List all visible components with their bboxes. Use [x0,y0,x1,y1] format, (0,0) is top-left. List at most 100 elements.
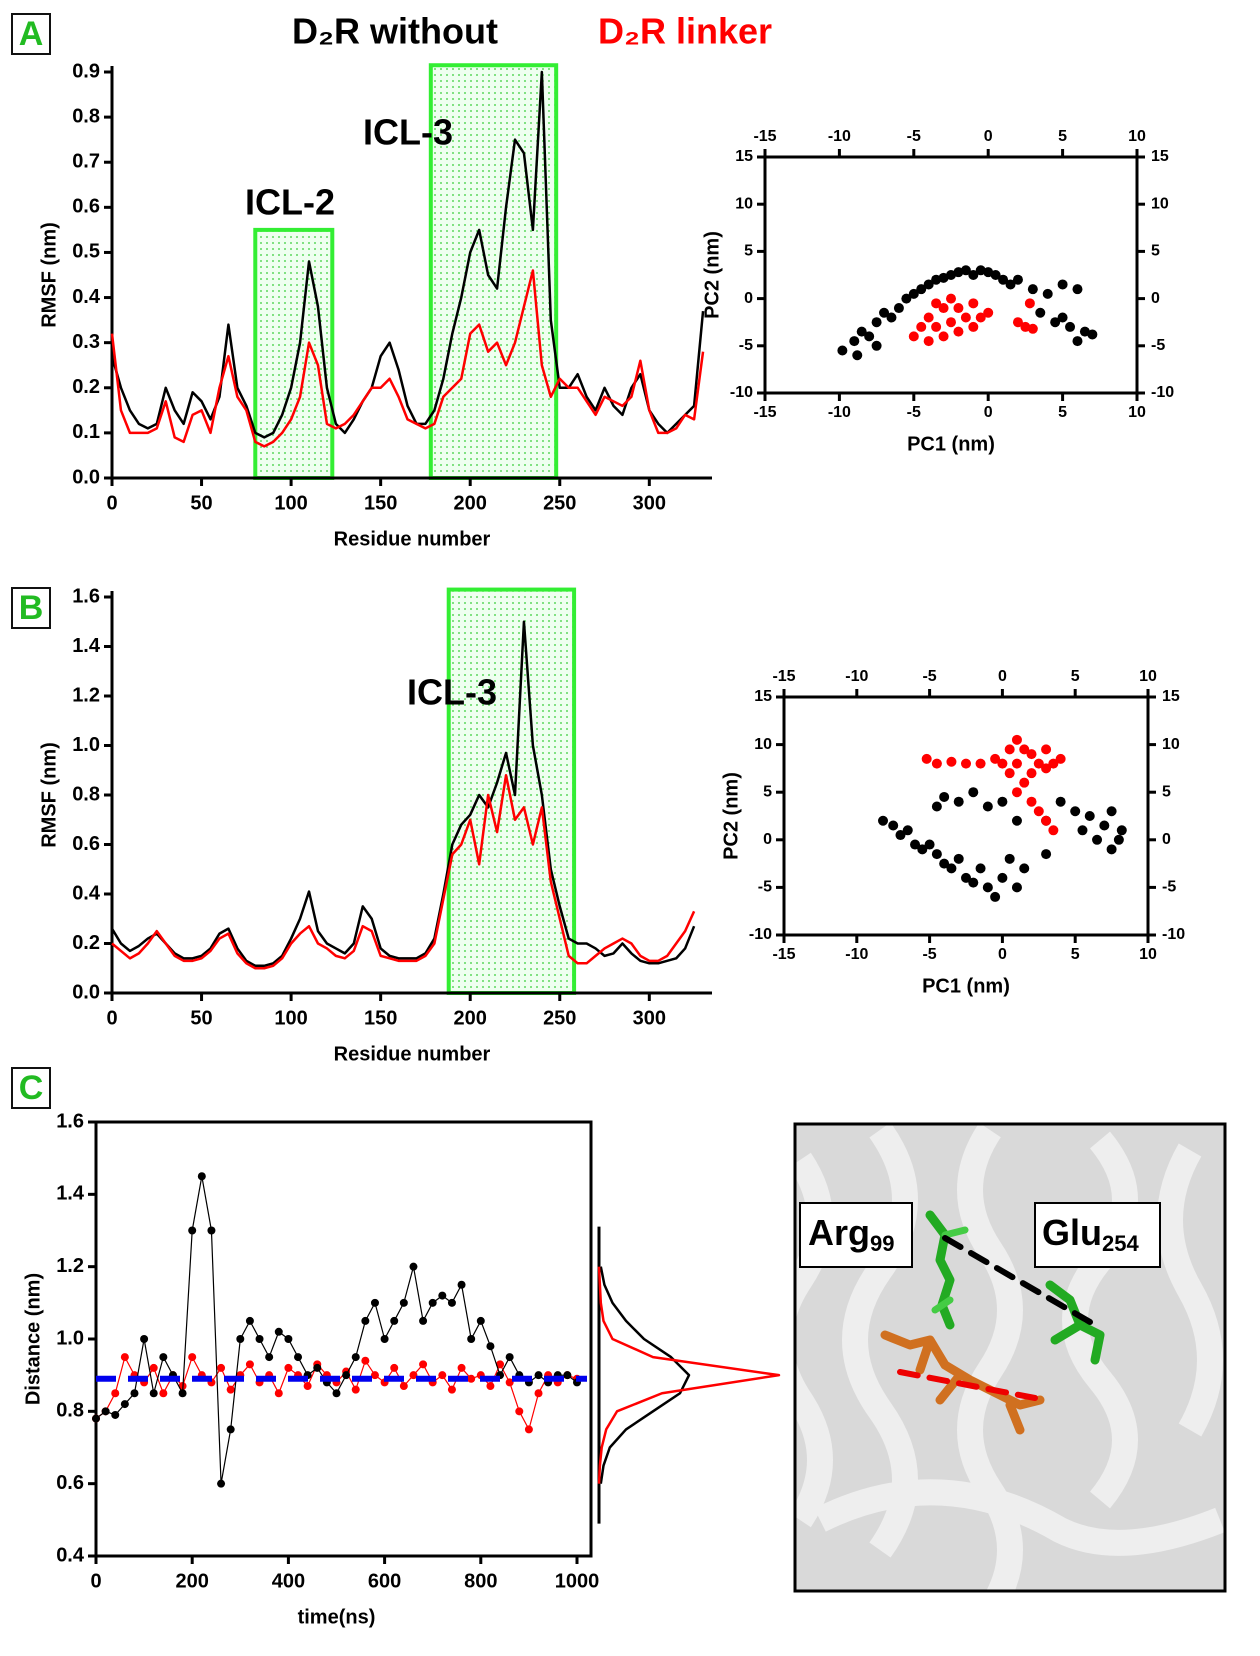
scatter-point [871,317,882,328]
series-point [284,1335,293,1343]
series-point [390,1363,399,1372]
series-point [419,1360,428,1369]
y-tick-label: 1.0 [56,1327,84,1349]
y-tick-label: 0.6 [72,196,100,218]
y-tick-label-right: -10 [1151,384,1174,401]
x-tick-label: 250 [543,1007,576,1029]
scatter-point [990,891,1001,902]
scatter-point [879,307,890,318]
x-axis-title: PC1 (nm) [922,975,1010,997]
scatter-point [1057,279,1068,290]
series-point [197,1172,206,1181]
series-point [457,1280,466,1289]
series-point [563,1371,572,1380]
y-axis-title: RMSF (nm) [38,742,60,848]
series-point [140,1335,149,1343]
scatter-point [1011,787,1022,798]
scatter-point [837,345,848,356]
scatter-point [997,872,1008,883]
scatter-point [968,321,979,332]
scatter-point [1092,834,1103,845]
x-tick-label: -10 [828,404,851,421]
scatter-point [938,331,949,342]
scatter-point [1041,815,1052,826]
x-tick-label: 200 [176,1570,209,1592]
series-point [101,1407,110,1416]
series-point [217,1363,226,1372]
scatter-point [1026,749,1037,760]
y-tick-label: -10 [730,384,753,401]
scatter-point [878,815,889,826]
scatter-point [917,844,928,855]
scatter-point [901,293,912,304]
scatter-point [921,753,932,764]
scatter-point [1084,811,1095,821]
scatter-point [916,284,927,295]
x-tick-label: 50 [190,1007,212,1029]
helix [1157,1143,1223,1437]
axis-line [110,591,712,995]
region-label: ICL-3 [407,672,497,713]
scatter-point [1019,744,1030,755]
y-tick-label: 0.6 [72,833,100,855]
scatter-point [1004,853,1015,864]
series-point [534,1389,543,1398]
y-tick-label: 1.6 [72,585,100,607]
y-tick-label: 5 [744,243,753,260]
scatter-point [968,877,979,888]
scatter-point [1072,284,1083,295]
residue-number: 99 [870,1231,894,1256]
scatter-point [1048,825,1059,836]
y-tick-label-right: 5 [1162,783,1171,800]
series-point [486,1382,495,1391]
scatter-point [946,863,957,874]
y-tick-label: 0.1 [72,421,100,443]
series-point [284,1363,293,1372]
series-point [226,1385,235,1394]
y-tick-label: 1.2 [72,684,100,706]
x-tick-label: 10 [1128,404,1146,421]
y-tick-label: 1.4 [56,1183,85,1205]
series-point [159,1389,168,1398]
y-axis-title: PC2 (nm) [701,231,723,319]
y-tick-label: 15 [735,148,753,165]
label-box [1034,1202,1161,1268]
panel-label-box [11,13,51,55]
y-tick-label: 0.9 [72,60,100,82]
x-axis-title: time(ns) [298,1606,376,1628]
series-point [159,1353,168,1362]
scatter-point [953,796,964,807]
scatter-point [923,279,934,290]
x-tick-label: 250 [543,492,576,514]
x-tick-label: -5 [907,404,921,421]
axis-frame [763,155,1139,395]
y-tick-label: 0 [763,831,772,848]
scatter-point [1019,863,1030,874]
scatter-point [975,312,986,323]
helix [842,1124,918,1558]
x-tick-label: 100 [274,492,307,514]
scatter-point [1012,317,1023,328]
y-tick-label: 0 [744,290,753,307]
x-tick-label-top: -10 [845,668,868,685]
scatter-point [961,758,971,769]
x-axis-title: PC1 (nm) [907,433,995,455]
y-tick-label: -5 [758,879,772,896]
scatter-point [895,830,906,841]
scatter-point [1004,768,1015,779]
residue-number: 254 [1102,1231,1139,1256]
y-axis-title: PC2 (nm) [720,772,742,860]
scatter-point [1116,825,1127,836]
scatter-point [982,801,993,812]
series-point [120,1400,129,1409]
scatter-point [1113,834,1124,845]
series-point [361,1316,370,1325]
scatter-point [931,801,942,812]
legend-entry: D₂R without [292,11,498,52]
scatter-point [1019,777,1030,788]
series-point [476,1316,485,1325]
x-tick-label: 400 [272,1570,305,1592]
scatter-point [982,882,993,893]
scatter-point [923,312,934,323]
y-tick-label: 0.4 [56,1544,85,1566]
